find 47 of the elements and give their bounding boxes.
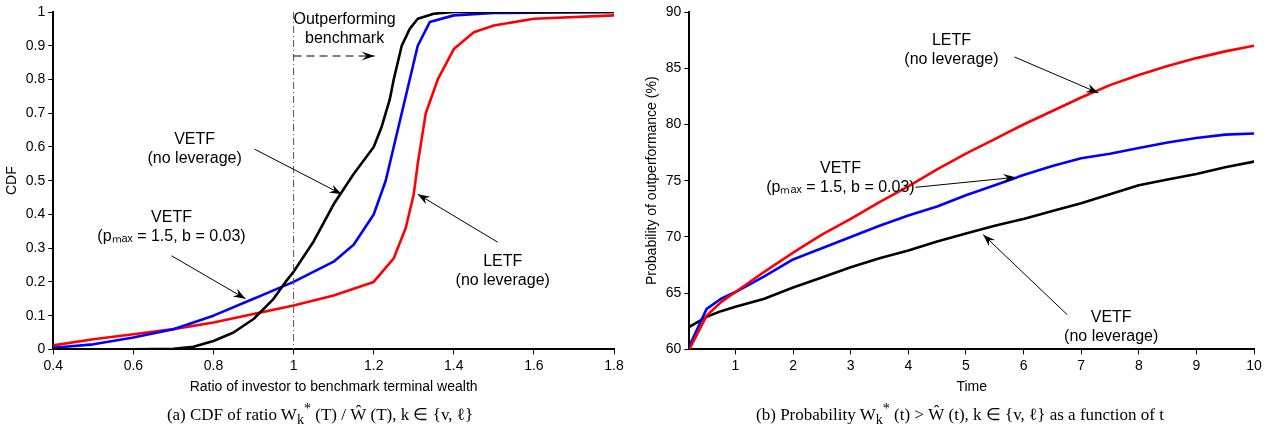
y-tick-label: 0.8 <box>25 70 46 87</box>
x-tick-label: 2 <box>789 356 798 373</box>
x-tick-label: 1.4 <box>444 356 464 373</box>
annotation: VETF (no leverage) <box>1064 306 1159 345</box>
y-tick-label: 60 <box>665 340 682 357</box>
y-axis-title: Probability of outperformance (%) <box>643 76 660 285</box>
y-tick-label: 70 <box>665 227 682 244</box>
x-axis-title: Ratio of investor to benchmark terminal wealth <box>189 378 478 395</box>
x-axis-title: Time <box>956 378 988 395</box>
y-tick-label: 0 <box>37 340 46 357</box>
y-tick-label: 90 <box>665 2 682 19</box>
x-tick-label: 1.6 <box>524 356 544 373</box>
y-tick-label: 1 <box>37 2 46 19</box>
x-tick-label: 8 <box>1134 356 1143 373</box>
x-tick-label: 6 <box>1019 356 1028 373</box>
y-tick-label: 0.4 <box>25 205 46 222</box>
y-tick-label: 0.3 <box>25 239 46 256</box>
y-tick-label: 0.5 <box>25 171 46 188</box>
x-tick-label: 3 <box>846 356 855 373</box>
x-tick-label: 1 <box>289 356 298 373</box>
text: (a) CDF of ratio W$_{k}$$^{*}$ (T) / Ŵ (T), k ∈ {v, ℓ} <box>165 400 475 429</box>
x-tick-label: 10 <box>1246 356 1262 373</box>
annotation: VETF (no leverage) <box>147 129 242 168</box>
x-tick-label: 4 <box>904 356 913 373</box>
y-tick-label: 85 <box>665 59 682 76</box>
y-tick-label: 80 <box>665 115 682 132</box>
x-tick-label: 7 <box>1077 356 1086 373</box>
y-tick-label: 75 <box>665 171 682 188</box>
annotation: LETF (no leverage) <box>904 29 999 68</box>
y-tick-label: 0.9 <box>25 36 46 53</box>
x-tick-label: 0.8 <box>203 356 224 373</box>
annotation: Outperforming benchmark <box>293 9 396 47</box>
x-tick-label: 0.6 <box>123 356 144 373</box>
y-tick-label: 0.2 <box>25 272 46 289</box>
x-tick-label: 1.2 <box>363 356 384 373</box>
x-tick-label: 5 <box>962 356 971 373</box>
x-tick-label: 1.8 <box>604 356 624 373</box>
y-axis-title: CDF <box>3 166 20 196</box>
y-tick-label: 0.1 <box>25 306 46 323</box>
y-tick-label: 65 <box>665 284 682 301</box>
x-tick-label: 1 <box>731 356 740 373</box>
text: (b) Probability W$_{k}$$^{*}$ (t) > Ŵ (t), k ∈ {v, ℓ} as a function of t <box>755 400 1165 429</box>
x-tick-label: 9 <box>1192 356 1201 373</box>
annotation: VETF (pₘₐₓ = 1.5, b = 0.03) <box>97 206 246 245</box>
y-tick-label: 0.7 <box>25 104 46 121</box>
annotation: LETF (no leverage) <box>455 251 550 290</box>
y-tick-label: 0.6 <box>25 137 46 154</box>
